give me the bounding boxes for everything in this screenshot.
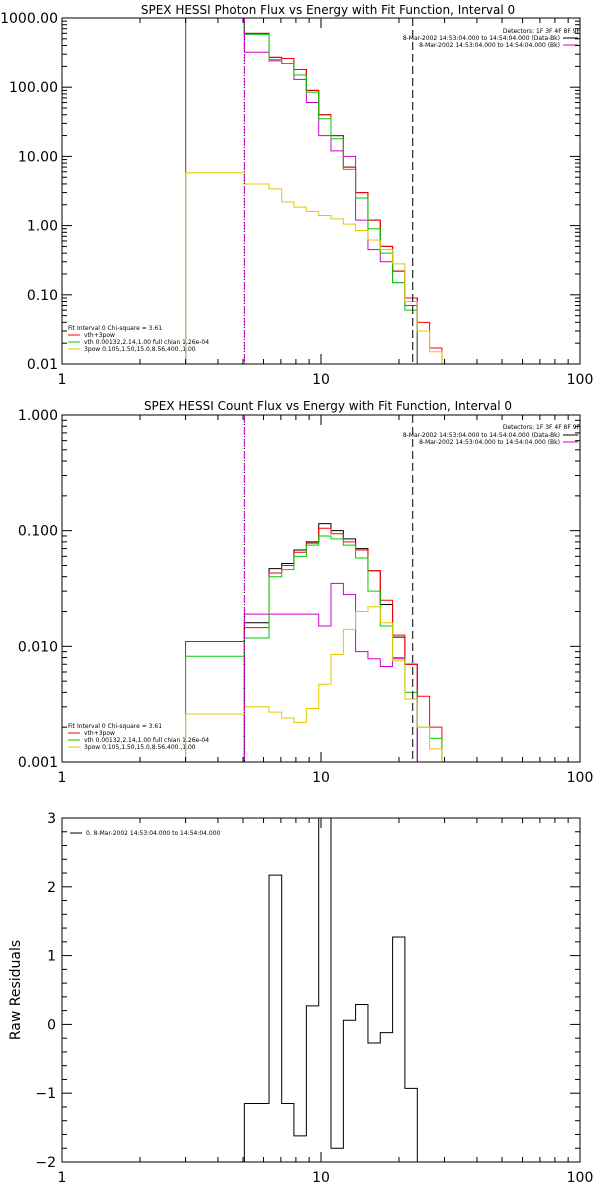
legend-label: 8-Mar-2002 14:53:04.000 to 14:54:04.000 … — [403, 35, 560, 42]
photon-detectors-label: Detectors: 1F 3F 4F 8F 9F — [503, 28, 581, 35]
fit-legend-label: vth+3pow — [84, 730, 115, 737]
y-tick-label: 10.00 — [18, 149, 58, 165]
y-tick-label: 0.010 — [18, 639, 58, 655]
residuals-ylabel: Raw Residuals — [8, 940, 24, 1040]
legend-label: 8-Mar-2002 14:53:04.000 to 14:54:04.000 … — [419, 42, 560, 49]
y-tick-label: 2 — [47, 880, 56, 896]
x-tick-label: 100 — [567, 372, 594, 388]
fit-legend-label: 3pow 0.105,1.50,15.0,8.56,400.,1.00 — [84, 744, 196, 751]
y-tick-label: 100.00 — [9, 80, 58, 96]
y-tick-label: 0.001 — [18, 755, 58, 771]
y-tick-label: 0.10 — [27, 288, 58, 304]
x-tick-label: 10 — [312, 770, 330, 786]
y-tick-label: 1 — [47, 949, 56, 965]
series-line-residuals — [243, 818, 418, 1162]
series-line-vth-3pow — [185, 18, 443, 364]
y-tick-label: 1.00 — [27, 219, 58, 235]
plot-frame — [61, 17, 581, 365]
y-tick-label: 0.01 — [27, 357, 58, 373]
fit-legend-label: vth 0.00132,2.14,1.00 full chian 1.26e-0… — [84, 737, 209, 744]
x-tick-label: 1 — [58, 372, 67, 388]
fit-legend-label: vth+3pow — [84, 332, 115, 339]
x-tick-label: 1 — [58, 1170, 67, 1186]
y-tick-label: 0.100 — [18, 524, 58, 540]
series-line-vth-3pow — [185, 527, 443, 762]
x-tick-label: 1 — [58, 770, 67, 786]
plot-frame — [61, 817, 581, 1163]
y-tick-label: 1000.00 — [0, 11, 58, 27]
series-line-3pow — [185, 172, 443, 364]
fit-legend-label: 3pow 0.105,1.50,15.0,8.56,400.,1.00 — [84, 346, 196, 353]
residuals-panel: Raw Residuals 0. 8-Mar-2002 14:53:04.000… — [8, 811, 593, 1186]
count-detectors-label: Detectors: 1F 3F 4F 8F 9F — [503, 424, 581, 431]
fit-legend-label: Fit Interval 0 Chi-square = 3.61 — [68, 325, 162, 332]
fit-legend-label: Fit Interval 0 Chi-square = 3.61 — [68, 723, 162, 730]
plot-frame — [61, 414, 581, 763]
photon-flux-title: SPEX HESSI Photon Flux vs Energy with Fi… — [141, 3, 515, 17]
legend-label: 8-Mar-2002 14:53:04.000 to 14:54:04.000 … — [403, 432, 560, 439]
y-tick-label: 3 — [47, 811, 56, 827]
y-tick-label: −2 — [35, 1155, 56, 1171]
x-tick-label: 100 — [567, 770, 594, 786]
y-tick-label: 1.000 — [18, 408, 58, 424]
photon-flux-panel: SPEX HESSI Photon Flux vs Energy with Fi… — [0, 3, 593, 388]
count-flux-panel: SPEX HESSI Count Flux vs Energy with Fit… — [18, 399, 593, 786]
x-tick-label: 10 — [312, 372, 330, 388]
series-line-3pow — [185, 606, 443, 762]
series-line-bk — [243, 582, 418, 762]
y-tick-label: 0 — [47, 1017, 56, 1033]
legend-label: 0. 8-Mar-2002 14:53:04.000 to 14:54:04.0… — [86, 830, 221, 837]
x-tick-label: 100 — [567, 1170, 594, 1186]
series-line-data-bk — [243, 523, 418, 762]
series-line-vth — [185, 535, 443, 762]
x-tick-label: 10 — [312, 1170, 330, 1186]
legend-label: 8-Mar-2002 14:53:04.000 to 14:54:04.000 … — [419, 439, 560, 446]
count-flux-title: SPEX HESSI Count Flux vs Energy with Fit… — [144, 399, 512, 413]
y-tick-label: −1 — [35, 1086, 56, 1102]
fit-legend-label: vth 0.00132,2.14,1.00 full chian 1.26e-0… — [84, 339, 209, 346]
